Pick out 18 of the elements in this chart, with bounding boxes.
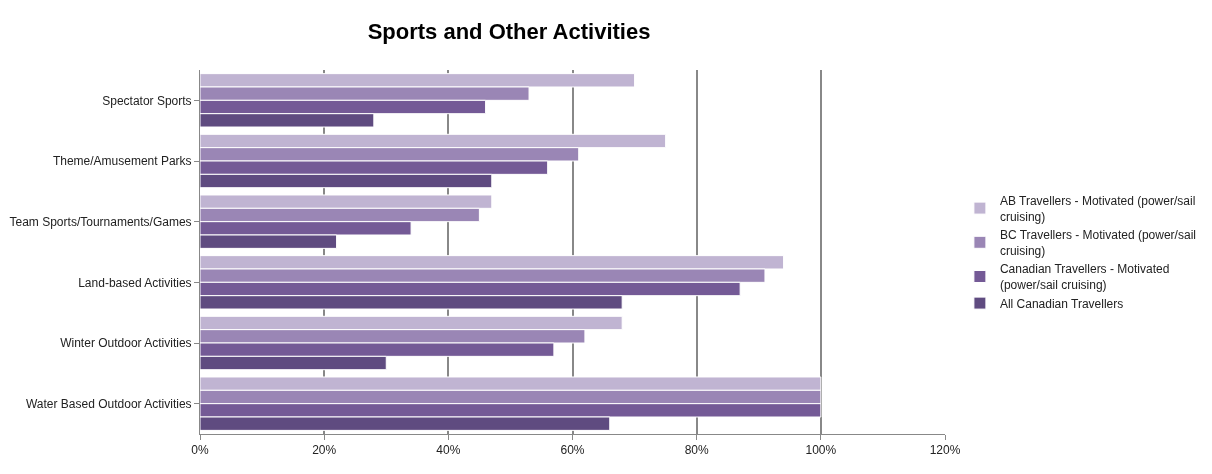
y-tick-label: Team Sports/Tournaments/Games	[9, 214, 192, 229]
x-tick-label: 120%	[929, 443, 961, 458]
y-tick-label: Water Based Outdoor Activities	[25, 396, 192, 411]
legend-label: All Canadian Travellers	[999, 296, 1124, 311]
legend-label: BC Travellers - Motivated (power/sail cruising)	[999, 228, 1196, 258]
chart-title: Sports and Other Activities	[367, 19, 651, 45]
y-tick-label: Land-based Activities	[78, 275, 192, 290]
y-tick-label: Winter Outdoor Activities	[60, 336, 192, 351]
y-tick-label: Spectator Sports	[102, 93, 192, 108]
legend-label: AB Travellers - Motivated (power/sail cruising)	[999, 193, 1196, 224]
x-tick-label: 60%	[560, 443, 585, 458]
x-tick-label: 20%	[312, 443, 337, 458]
x-tick-label: 40%	[436, 443, 461, 458]
y-tick-label: Theme/Amusement Parks	[52, 154, 192, 169]
x-tick-label: 0%	[191, 443, 209, 458]
legend-label: Canadian Travellers - Motivated (power/sail cruising)	[999, 262, 1170, 292]
x-tick-label: 80%	[684, 443, 709, 458]
x-tick-label: 100%	[805, 443, 837, 458]
